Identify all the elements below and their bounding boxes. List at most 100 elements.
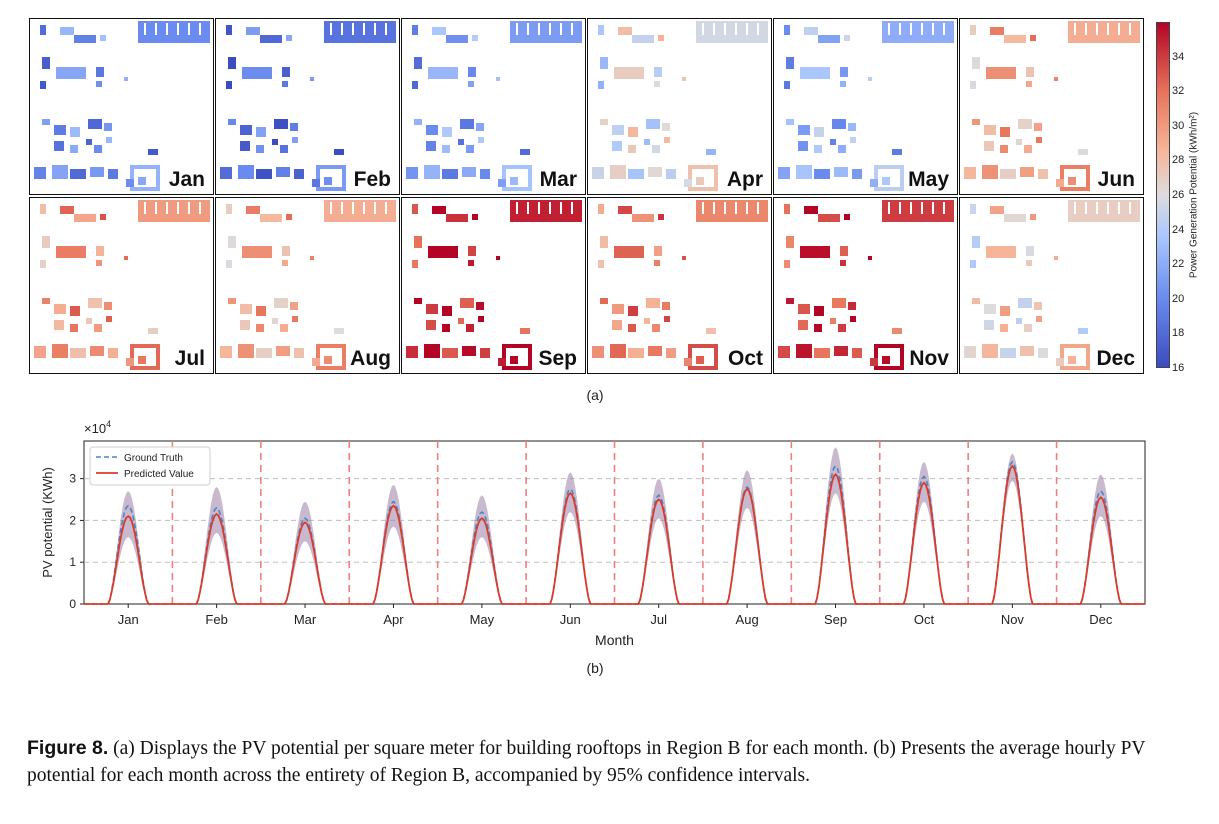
rooftop-gap bbox=[713, 202, 715, 214]
rooftop-block bbox=[628, 306, 638, 316]
rooftop-block bbox=[412, 260, 418, 268]
month-map-sep: Sep bbox=[401, 197, 586, 374]
rooftop-block bbox=[468, 67, 476, 77]
rooftop-gap bbox=[724, 23, 726, 35]
rooftop-block bbox=[852, 348, 862, 358]
rooftop-block bbox=[96, 67, 104, 77]
rooftop-block bbox=[34, 167, 46, 179]
rooftop-block bbox=[632, 214, 654, 222]
month-map-mar: Mar bbox=[401, 18, 586, 195]
rooftop-block bbox=[652, 324, 660, 332]
month-map-jun: Jun bbox=[959, 18, 1144, 195]
rooftop-block bbox=[804, 27, 818, 35]
month-map-apr: Apr bbox=[587, 18, 772, 195]
month-map-feb: Feb bbox=[215, 18, 400, 195]
month-map-oct: Oct bbox=[587, 197, 772, 374]
rooftop-block bbox=[256, 145, 264, 153]
rooftop-block bbox=[614, 67, 644, 79]
rooftop-block bbox=[874, 344, 904, 370]
rooftop-block bbox=[334, 149, 344, 155]
rooftop-block bbox=[54, 125, 66, 135]
rooftop-block bbox=[784, 25, 790, 35]
rooftop-block bbox=[784, 81, 790, 89]
rooftop-gap bbox=[330, 202, 332, 214]
rooftop-block bbox=[106, 316, 112, 322]
rooftop-block bbox=[840, 246, 848, 256]
rooftop-block bbox=[970, 25, 976, 35]
rooftop-block bbox=[648, 346, 662, 356]
rooftop-gap bbox=[538, 23, 540, 35]
rooftop-block bbox=[592, 167, 604, 179]
rooftop-block bbox=[1078, 149, 1088, 155]
rooftop-block bbox=[280, 145, 288, 153]
rooftop-gap bbox=[341, 202, 343, 214]
legend-box bbox=[89, 446, 211, 486]
rooftop-block bbox=[870, 179, 878, 187]
rooftop-block bbox=[292, 137, 298, 143]
y-exponent-label: ×104 bbox=[84, 419, 111, 436]
rooftop-gap bbox=[527, 23, 529, 35]
rooftop-block bbox=[478, 316, 484, 322]
rooftop-block bbox=[648, 167, 662, 177]
rooftop-block bbox=[600, 57, 608, 69]
rooftop-block bbox=[282, 260, 288, 266]
rooftop-gap bbox=[702, 202, 704, 214]
rooftop-block bbox=[850, 316, 856, 322]
rooftop-block bbox=[798, 141, 808, 151]
rooftop-block bbox=[600, 119, 608, 125]
rooftop-block bbox=[800, 67, 830, 79]
rooftop-block bbox=[868, 77, 872, 81]
rooftop-block bbox=[70, 306, 80, 316]
rooftop-block bbox=[632, 35, 654, 43]
rooftop-block bbox=[612, 304, 624, 314]
rooftop-block bbox=[850, 137, 856, 143]
rooftop-block bbox=[442, 145, 450, 153]
rooftop-block bbox=[498, 179, 506, 187]
rooftop-block bbox=[428, 246, 458, 258]
rooftop-block bbox=[814, 306, 824, 316]
rooftop-block bbox=[796, 165, 812, 179]
rooftop-block bbox=[1034, 302, 1042, 310]
rooftop-block bbox=[1056, 179, 1064, 187]
rooftop-block bbox=[260, 35, 282, 43]
rooftop-block bbox=[294, 169, 304, 179]
rooftop-block bbox=[628, 324, 636, 332]
rooftop-block bbox=[274, 119, 288, 129]
rooftop-gap bbox=[538, 202, 540, 214]
rooftop-block bbox=[814, 348, 830, 358]
rooftop-gap bbox=[888, 23, 890, 35]
rooftop-block bbox=[412, 81, 418, 89]
rooftop-block bbox=[282, 81, 288, 87]
colorbar-tick-label: 16 bbox=[1172, 362, 1185, 374]
rooftop-block bbox=[468, 246, 476, 256]
rooftop-block bbox=[56, 246, 86, 258]
rooftop-gap bbox=[1085, 202, 1087, 214]
rooftop-block bbox=[442, 348, 458, 358]
colorbar-tick-label: 20 bbox=[1172, 292, 1185, 305]
rooftop-gap bbox=[1085, 23, 1087, 35]
rooftop-block bbox=[970, 204, 976, 214]
rooftop-block bbox=[684, 358, 692, 366]
rooftop-gap bbox=[516, 23, 518, 35]
rooftop-block bbox=[848, 302, 856, 310]
rooftop-block bbox=[784, 260, 790, 268]
panel-a-label: (a) bbox=[586, 387, 604, 403]
rooftop-block bbox=[614, 246, 644, 258]
rooftop-block bbox=[1068, 356, 1076, 364]
rooftop-block bbox=[54, 141, 64, 151]
rooftop-block bbox=[646, 298, 660, 308]
rooftop-gap bbox=[177, 202, 179, 214]
rooftop-block bbox=[612, 125, 624, 135]
x-tick-label: Mar bbox=[294, 612, 317, 627]
rooftop-gap bbox=[1107, 202, 1109, 214]
rooftop-block bbox=[964, 167, 976, 179]
rooftop-block bbox=[1036, 137, 1042, 143]
hourly-pv-line-chart: 0 1 2 3 ×104 Jan Feb Mar Apr May Jun Jul Aug Sep Oct No… bbox=[40, 419, 1146, 648]
rooftop-block bbox=[972, 119, 980, 125]
rooftop-block bbox=[510, 177, 518, 185]
rooftop-block bbox=[814, 127, 824, 137]
rooftop-block bbox=[282, 246, 290, 256]
rooftop-gap bbox=[516, 202, 518, 214]
rooftop-block bbox=[1000, 306, 1010, 316]
rooftop-block bbox=[426, 141, 436, 151]
